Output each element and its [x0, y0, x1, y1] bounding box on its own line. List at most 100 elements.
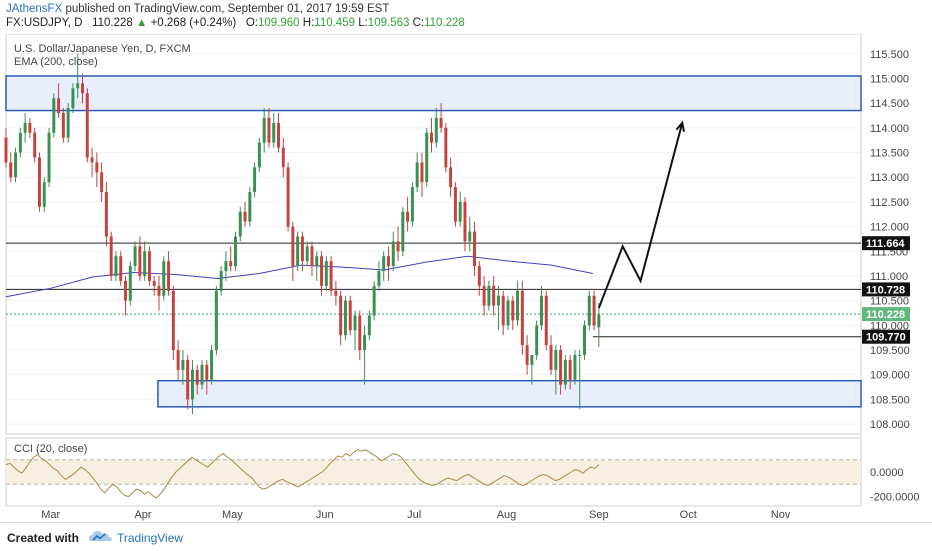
ema-line: [5, 255, 593, 298]
candle: [434, 108, 438, 148]
candle-body: [186, 359, 190, 400]
candle: [559, 345, 563, 395]
candle-body: [310, 246, 314, 267]
published-text: published on TradingView.com, September …: [65, 3, 390, 15]
quote-line: FX:USDJPY, D 110.228 ▲ +0.268 (+0.24%) O…: [6, 17, 465, 29]
candle: [152, 275, 156, 296]
price-tick-label: 112.000: [870, 222, 909, 234]
candle: [367, 310, 371, 341]
candle-body: [320, 256, 324, 286]
candle-body: [386, 256, 390, 267]
time-label: Apr: [134, 509, 151, 521]
candle-body: [238, 211, 242, 237]
resistance-zone: [5, 75, 862, 112]
candle: [363, 325, 367, 385]
projection-arrowhead: [675, 120, 685, 132]
candle-body: [81, 83, 84, 94]
support-resistance-lines: [6, 242, 861, 338]
candle-body: [109, 236, 113, 276]
candle: [597, 302, 601, 347]
time-label: Oct: [680, 509, 697, 521]
price-chart[interactable]: U.S. Dollar/Japanese Yen, D, FXCM EMA (2…: [0, 34, 932, 522]
time-axis-labels: Mar Apr May Jun Jul Aug Sep Oct Nov: [41, 509, 791, 521]
author-link[interactable]: JAthensFX: [6, 3, 63, 15]
candle-body: [176, 350, 180, 370]
candle-body: [372, 285, 376, 316]
candle-body: [563, 359, 567, 385]
candle: [501, 290, 505, 336]
candle-body: [57, 98, 61, 114]
candle-body: [162, 261, 166, 296]
candle-body: [367, 315, 371, 336]
candle: [358, 310, 362, 360]
price-label-110-228: 110.228: [862, 307, 910, 322]
candle-body: [281, 147, 285, 168]
support-zone: [157, 379, 862, 408]
candle-body: [525, 345, 529, 365]
candle: [291, 221, 295, 281]
candle: [568, 354, 572, 390]
price-labels: 111.664 110.728 110.228 109.770: [862, 236, 910, 344]
candle-body: [496, 295, 500, 306]
candle-body: [487, 285, 491, 306]
candle-body: [492, 285, 496, 306]
candle: [530, 354, 534, 385]
tradingview-cloud-icon: [89, 531, 112, 541]
candle: [23, 113, 27, 143]
candle: [554, 345, 558, 395]
candle-body: [430, 132, 433, 143]
time-label: Aug: [497, 509, 517, 521]
time-label: May: [222, 509, 243, 521]
candle: [253, 162, 257, 197]
cci-line: [5, 449, 600, 499]
candle: [343, 295, 347, 341]
candle: [71, 83, 75, 114]
candle-body: [104, 192, 108, 237]
candle-body: [415, 162, 419, 188]
tradingview-brand-link[interactable]: TradingView: [117, 531, 184, 545]
candle-body: [257, 142, 261, 168]
price-label-109-770: 109.770: [862, 329, 910, 344]
candle: [195, 364, 199, 395]
candle: [52, 93, 56, 138]
candle: [296, 231, 300, 272]
candle-body: [28, 122, 32, 133]
candle-body: [66, 108, 70, 138]
candle: [348, 295, 352, 336]
candle-body: [348, 300, 352, 331]
created-with-label: Created with: [7, 531, 80, 545]
price-tick-label: 110.000: [870, 320, 909, 332]
candle-body: [463, 201, 467, 242]
candle-body: [468, 231, 472, 242]
candle: [81, 73, 84, 104]
price-label-text: 110.228: [866, 309, 905, 321]
candle: [300, 231, 304, 272]
candle: [190, 359, 194, 415]
close-value: 110.228: [424, 17, 465, 29]
time-label: Sep: [589, 509, 609, 521]
candle-body: [305, 246, 309, 262]
candle: [277, 113, 280, 153]
candle: [592, 290, 596, 331]
candle: [57, 83, 61, 118]
candle: [439, 103, 443, 133]
candle: [458, 192, 462, 227]
candle-body: [119, 256, 123, 281]
candle-body: [52, 98, 56, 133]
price-tick-label: 110.500: [870, 296, 909, 308]
candle: [415, 152, 419, 193]
candle: [47, 127, 51, 188]
candle-body: [458, 201, 462, 222]
candle-body: [171, 290, 175, 351]
candle: [147, 246, 151, 286]
candle: [4, 127, 8, 168]
price-tick-label: 114.500: [870, 98, 909, 110]
candle-body: [267, 117, 271, 143]
price-tick-label: 112.500: [870, 197, 909, 209]
candle: [28, 117, 32, 138]
candle: [205, 359, 209, 395]
candle: [496, 285, 500, 331]
candle-body: [71, 88, 75, 109]
candle: [578, 350, 582, 410]
candle-body: [559, 350, 563, 385]
